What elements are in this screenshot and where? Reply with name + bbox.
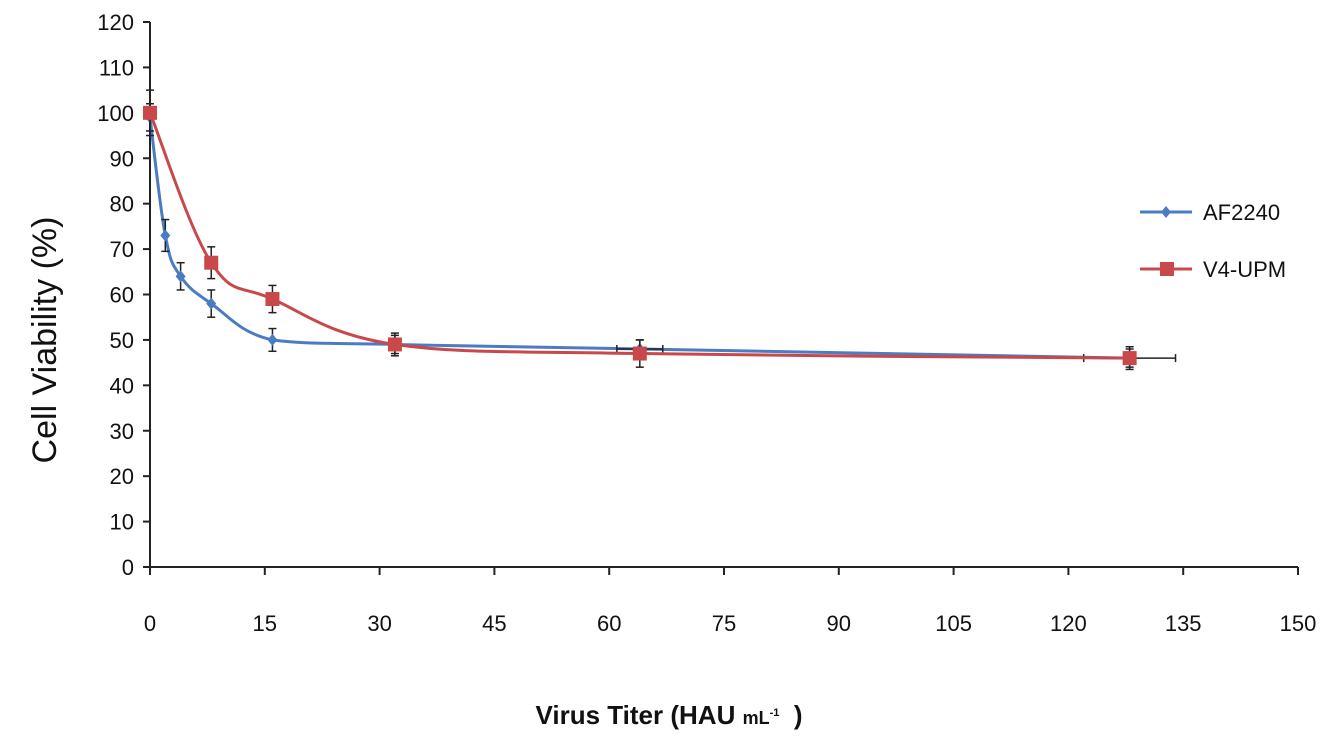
y-tick-label: 80 xyxy=(110,192,134,217)
data-point xyxy=(387,337,402,352)
x-axis-unit-exponent: -1 xyxy=(769,707,780,719)
y-tick-label: 60 xyxy=(110,283,134,308)
x-tick-label: 75 xyxy=(712,611,736,636)
series-line xyxy=(148,112,1130,360)
legend-marker xyxy=(1161,206,1171,218)
data-point xyxy=(160,229,171,242)
axes xyxy=(143,21,1299,575)
x-tick-label: 15 xyxy=(253,611,277,636)
y-tick-label: 20 xyxy=(110,464,134,489)
y-tick-label: 90 xyxy=(110,146,134,171)
data-point xyxy=(206,297,217,310)
x-axis-label: Virus Titer (HAU mL-1 ) xyxy=(0,700,1338,731)
series-af2240 xyxy=(145,103,1177,368)
y-tick-label: 10 xyxy=(110,510,134,535)
y-tick-label: 0 xyxy=(122,555,134,580)
x-axis-label-unit: mL-1 xyxy=(742,707,780,728)
y-tick-label: 120 xyxy=(97,10,134,35)
x-tick-labels: 0 15 30 45 60 75 90 105 120 135 150 xyxy=(144,611,1316,636)
data-point xyxy=(632,346,647,361)
legend-label: AF2240 xyxy=(1203,200,1280,225)
x-axis-label-close: ) xyxy=(793,700,803,730)
series-line xyxy=(148,117,1130,360)
legend-label: V4-UPM xyxy=(1203,257,1286,282)
x-tick-label: 150 xyxy=(1280,611,1317,636)
x-tick-label: 45 xyxy=(482,611,506,636)
x-tick-label: 105 xyxy=(935,611,972,636)
legend: AF2240 V4-UPM xyxy=(1140,200,1286,282)
series-layer xyxy=(143,89,1177,371)
x-tick-label: 60 xyxy=(597,611,621,636)
data-point xyxy=(267,333,278,346)
data-point xyxy=(175,270,186,283)
x-tick-label: 90 xyxy=(827,611,851,636)
y-tick-label: 40 xyxy=(110,373,134,398)
legend-marker xyxy=(1160,262,1174,276)
y-tick-labels: 0 10 20 30 40 50 60 70 80 90 100 110 120 xyxy=(97,10,134,580)
y-tick-label: 100 xyxy=(97,101,134,126)
y-tick-label: 50 xyxy=(110,328,134,353)
x-tick-label: 120 xyxy=(1050,611,1087,636)
data-point xyxy=(265,292,280,307)
y-axis-label: Cell Viability (%) xyxy=(26,217,64,464)
x-tick-label: 135 xyxy=(1165,611,1202,636)
x-axis-unit-text: mL xyxy=(742,708,770,728)
x-tick-label: 30 xyxy=(367,611,391,636)
y-tick-label: 30 xyxy=(110,419,134,444)
x-tick-label: 0 xyxy=(144,611,156,636)
series-v4-upm xyxy=(143,89,1137,371)
data-point xyxy=(204,255,219,270)
y-tick-label: 70 xyxy=(110,237,134,262)
y-tick-label: 110 xyxy=(99,55,134,80)
data-point xyxy=(1122,351,1137,366)
data-point xyxy=(143,105,157,120)
x-axis-label-main: Virus Titer (HAU xyxy=(535,700,736,730)
